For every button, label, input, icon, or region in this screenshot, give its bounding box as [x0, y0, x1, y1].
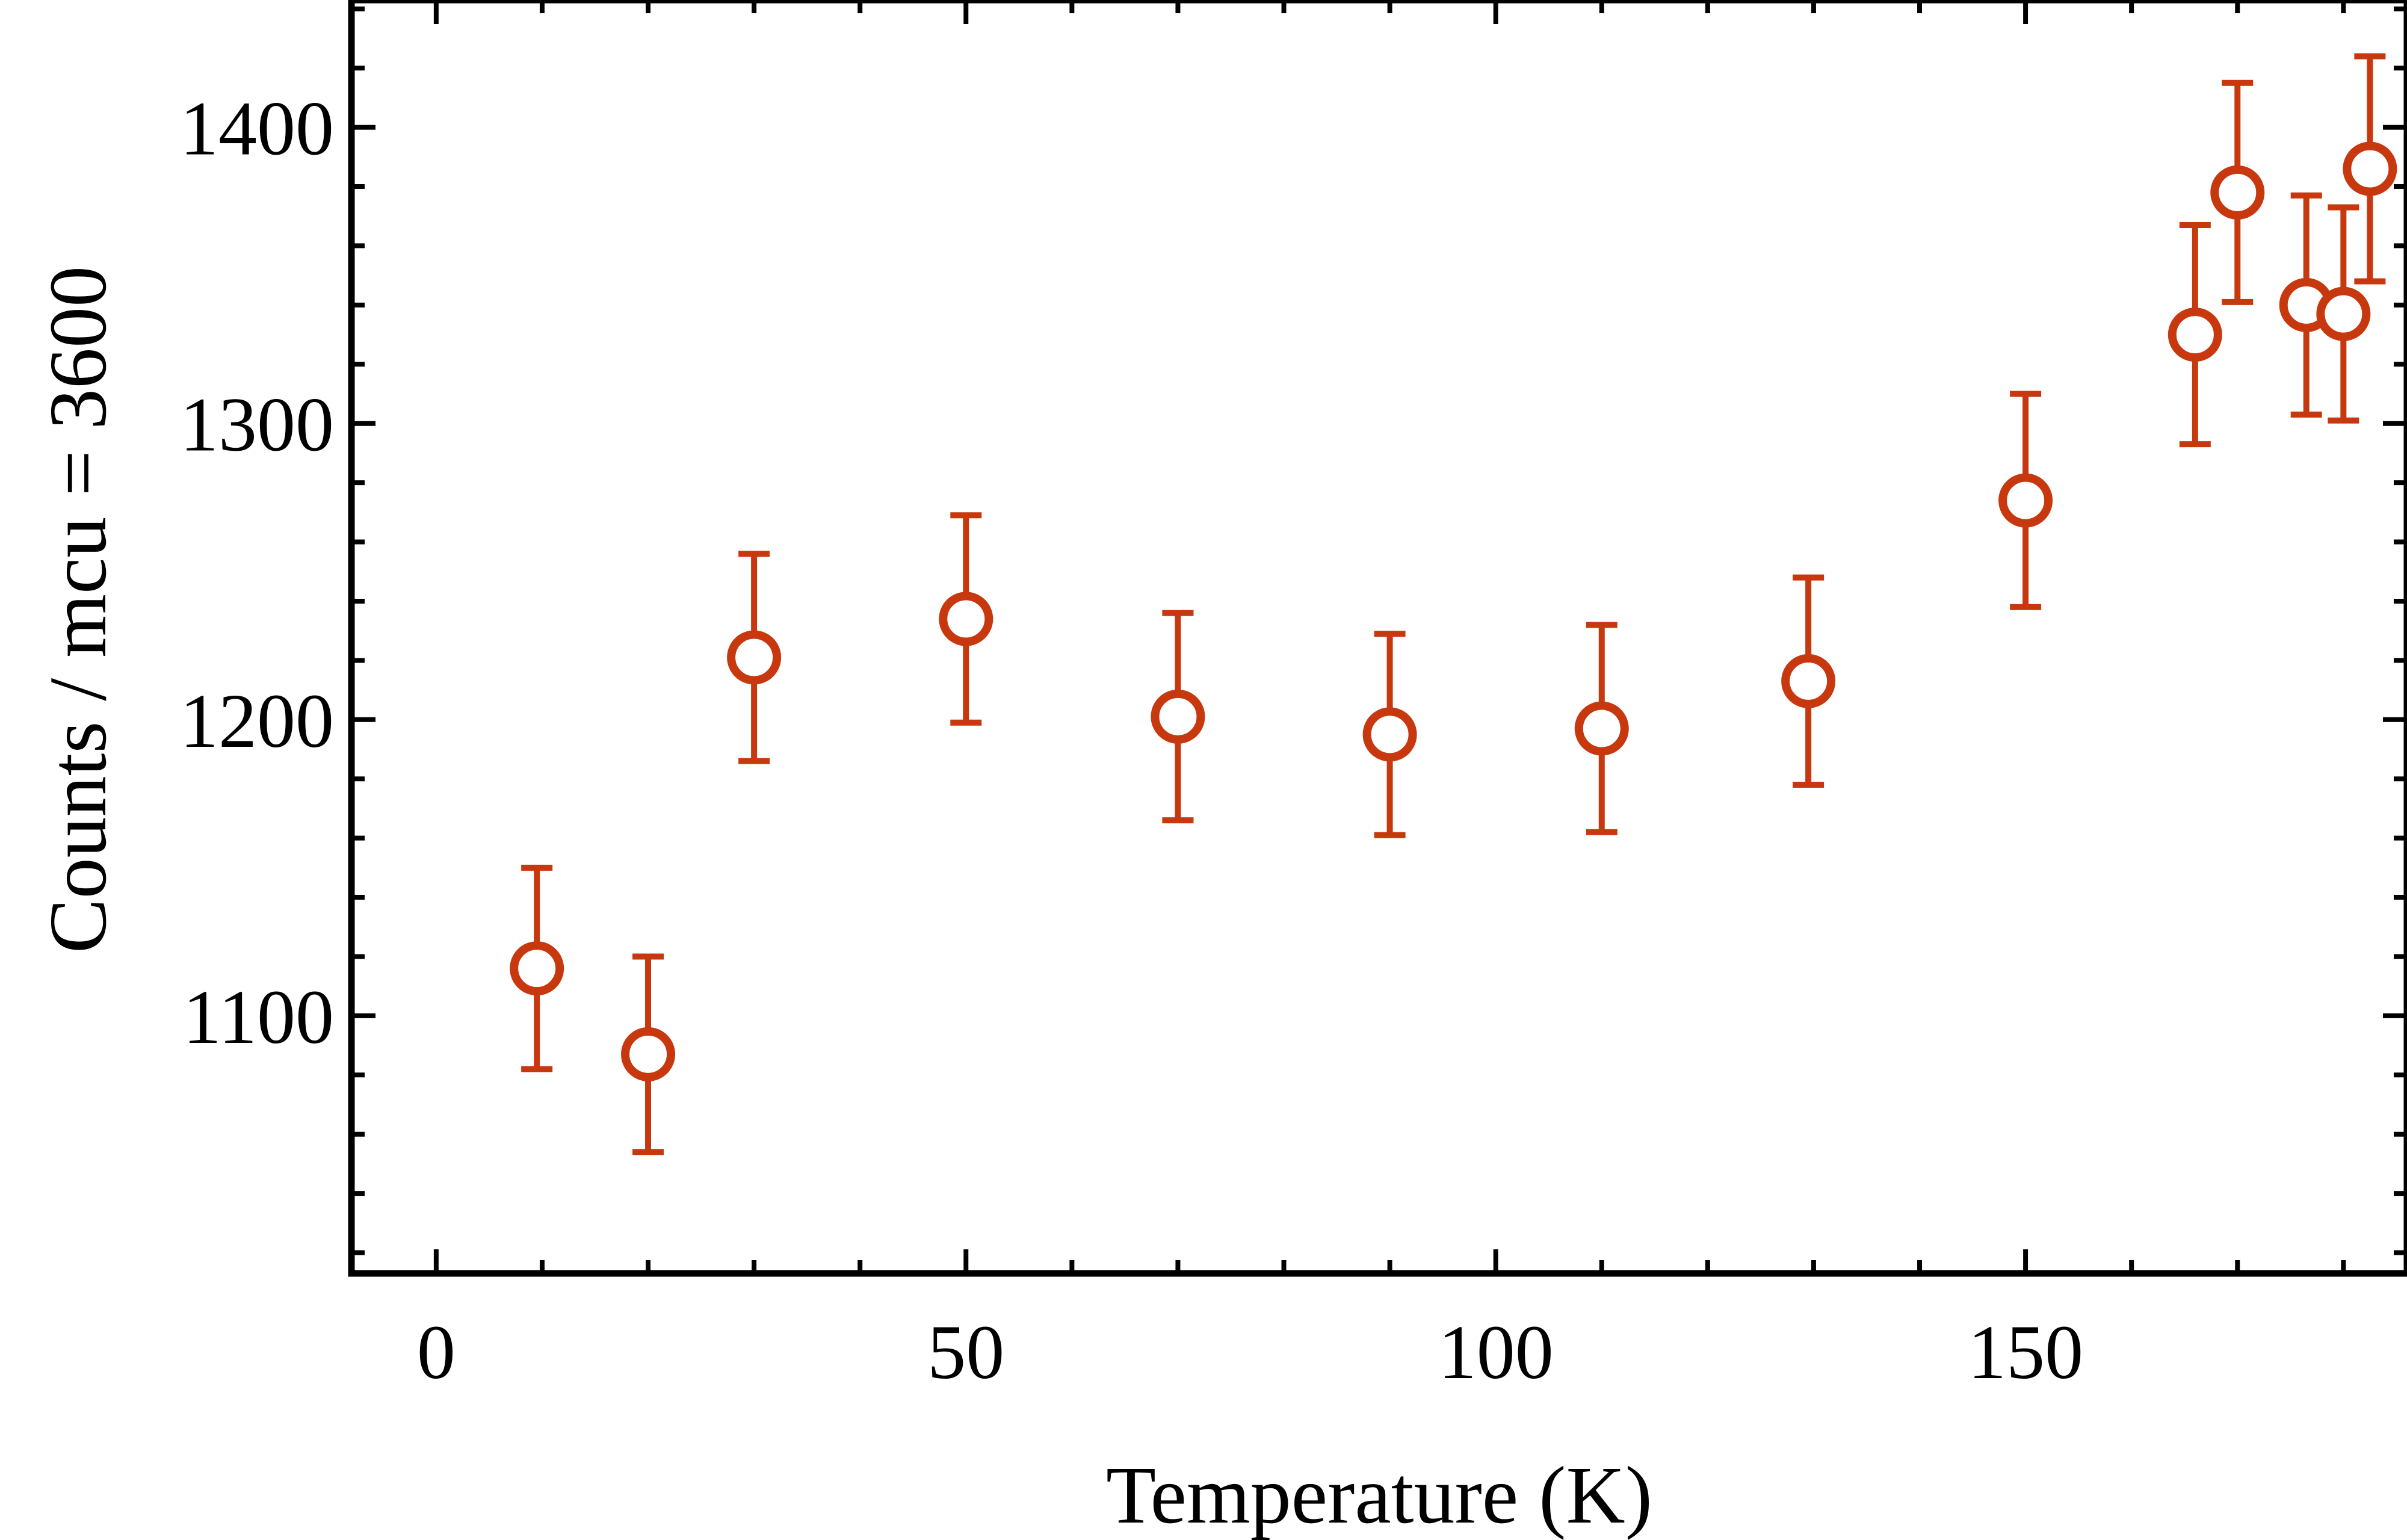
point-marker: [2168, 308, 2222, 362]
data-point: [1151, 610, 1205, 824]
data-point: [939, 512, 993, 726]
point-marker: [510, 941, 564, 996]
x-tick-label: 50: [927, 1310, 1004, 1395]
plot-frame: [348, 0, 2407, 1277]
point-marker: [621, 1027, 676, 1081]
x-axis-title: Temperature (K): [1106, 1450, 1652, 1540]
y-tick-label: 1300: [180, 382, 334, 468]
data-series: [510, 53, 2397, 1155]
data-point: [1362, 631, 1417, 838]
x-tick-label: 100: [1438, 1310, 1554, 1395]
x-tick-label: 150: [1968, 1310, 2083, 1395]
data-point: [2168, 221, 2222, 448]
point-marker: [2316, 286, 2371, 341]
data-point: [2343, 53, 2397, 285]
x-tick-label: 0: [417, 1310, 456, 1395]
point-marker: [939, 592, 993, 646]
point-marker: [1574, 701, 1629, 756]
data-point: [2210, 79, 2265, 305]
data-point: [1574, 622, 1629, 835]
y-axis-title: Counts / mcu = 3600: [33, 266, 123, 953]
data-point: [1998, 391, 2053, 610]
y-tick-label: 1200: [180, 678, 334, 764]
point-marker: [727, 630, 782, 685]
point-marker: [1151, 689, 1205, 744]
data-point: [1781, 574, 1836, 788]
data-point: [510, 864, 564, 1072]
data-point: [727, 551, 782, 764]
y-tick-label: 1400: [180, 86, 334, 172]
tick-labels: 0 50 100 150 1100 1200 1300 1400: [180, 86, 2083, 1395]
data-point: [2316, 204, 2371, 424]
point-marker: [1781, 654, 1836, 708]
point-marker: [1998, 473, 2053, 528]
point-marker: [2343, 141, 2397, 196]
point-marker: [2210, 165, 2265, 220]
data-point: [621, 953, 676, 1155]
y-tick-label: 1100: [183, 974, 334, 1060]
point-marker: [1362, 707, 1417, 762]
